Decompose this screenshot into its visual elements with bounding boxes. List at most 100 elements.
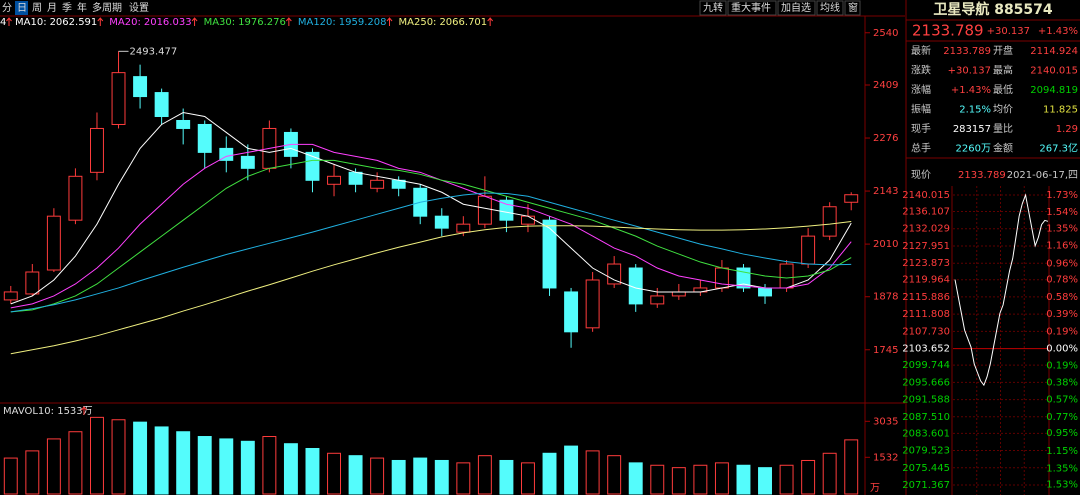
tab[interactable]: 年: [77, 1, 87, 14]
y-tick-label: 2095.666: [902, 377, 950, 388]
y-tick-label: 2010: [873, 239, 898, 250]
volume-bar: [240, 440, 255, 495]
quote-label: 均价: [993, 104, 1013, 116]
y2-tick-label: 1.16%: [1046, 241, 1078, 252]
volume-bar: [477, 455, 492, 495]
y2-tick-label: 1.53%: [1046, 480, 1078, 491]
tool-button[interactable]: [844, 0, 861, 16]
volume-bar: [456, 462, 471, 495]
tab[interactable]: 季: [62, 2, 72, 14]
y-tick-label: 1878: [873, 292, 898, 303]
y-tick-label: 1745: [873, 345, 898, 356]
volume-bar: [521, 462, 535, 495]
tab[interactable]: 分: [2, 2, 12, 14]
y-tick-label: 2099.744: [902, 360, 950, 371]
quote-label: 开盘: [993, 44, 1013, 57]
y2-tick-label: 1.54%: [1046, 207, 1078, 218]
candle-body: [456, 223, 471, 233]
quote-label: 现手: [911, 122, 931, 135]
tab[interactable]: 多周期: [92, 1, 122, 14]
quote-label: 涨幅: [911, 83, 931, 96]
candle-body: [499, 199, 514, 221]
volume-bar: [3, 457, 18, 495]
quote-value: 1.29: [1056, 124, 1078, 135]
legend-value: 1959.208: [339, 17, 387, 28]
y-tick-label: 2103.652: [902, 344, 950, 355]
quote-value: +30.137: [948, 66, 991, 77]
y2-tick-label: 0.96%: [1046, 258, 1078, 269]
volume-bar: [413, 457, 428, 495]
candle-body: [758, 287, 772, 297]
y2-tick-label: 0.00%: [1046, 344, 1078, 355]
y-tick-label: 2087.510: [902, 412, 950, 423]
quote-label: 最低: [993, 83, 1013, 96]
candle-body: [240, 155, 255, 169]
volume-bar: [25, 450, 40, 495]
y2-tick-label: 0.39%: [1046, 309, 1078, 320]
volume-bar: [607, 455, 622, 495]
legend-name: MA30:: [204, 17, 236, 28]
tool[interactable]: 九转: [703, 1, 723, 14]
candle-body: [521, 215, 535, 225]
candle-body: [564, 291, 579, 333]
quote-label: 量比: [993, 123, 1013, 135]
tool[interactable]: 窗: [848, 1, 858, 14]
y2-tick-label: 1.35%: [1046, 224, 1078, 235]
volume-bar: [197, 436, 212, 495]
y-tick-label: 2119.964: [902, 275, 950, 286]
tool[interactable]: 重大事件: [731, 1, 771, 14]
quote-label: 涨跌: [911, 64, 931, 77]
tool[interactable]: 加自选: [781, 1, 811, 14]
y-tick-label: 2075.445: [902, 463, 950, 474]
legend-name: MA120:: [298, 17, 336, 28]
tool-button[interactable]: [727, 0, 777, 16]
candle-body: [219, 147, 234, 161]
quote-value: 2114.924: [1030, 46, 1078, 57]
legend-fragment: 4: [0, 17, 6, 28]
candle-body: [370, 179, 385, 189]
y2-tick-label: 0.58%: [1046, 292, 1078, 303]
y2-tick-label: 1.15%: [1046, 446, 1078, 457]
volume-label: MAVOL10: 1533万: [3, 406, 93, 417]
quote-label: 金额: [993, 142, 1013, 155]
tab[interactable]: 设置: [129, 2, 149, 14]
ma-line: [10, 111, 852, 305]
tab[interactable]: 周: [32, 2, 42, 14]
price: 2133.789: [912, 22, 984, 40]
y-tick-label: 2071.367: [902, 480, 950, 491]
y-tick-label: 2136.107: [902, 207, 950, 218]
candle-body: [477, 195, 492, 225]
y-tick-label: 2540: [873, 28, 898, 39]
tool-button[interactable]: [777, 0, 816, 16]
quote-value: 2260万: [956, 144, 991, 155]
volume-bar: [542, 452, 557, 495]
y-tick-label: 2091.588: [902, 395, 950, 406]
up-arrow-icon: [6, 17, 12, 26]
volume-bar: [758, 467, 772, 495]
legend-name: MA250:: [399, 17, 437, 28]
volume-bar: [822, 452, 837, 495]
volume-bar: [68, 431, 83, 495]
y-tick-label: 2127.951: [902, 241, 950, 252]
quote-label: 最高: [993, 64, 1013, 77]
tool[interactable]: 均线: [820, 1, 840, 14]
volume-bar: [671, 467, 686, 495]
candle-body: [434, 215, 449, 229]
y2-tick-label: 0.77%: [1046, 412, 1078, 423]
y-tick-label: 2115.886: [902, 292, 950, 303]
tab[interactable]: 日: [17, 3, 27, 14]
quote-value: 2140.015: [1030, 66, 1078, 77]
change: +30.137: [987, 26, 1030, 37]
quote-label: 振幅: [911, 103, 931, 116]
quote-value: 283157: [953, 124, 991, 135]
candle-body: [801, 235, 816, 265]
volume-bar: [801, 459, 816, 495]
candle-body: [542, 219, 557, 289]
tool-button[interactable]: [816, 0, 844, 16]
tab[interactable]: 月: [47, 2, 57, 14]
candle-body: [779, 263, 794, 289]
volume-bar: [736, 464, 751, 495]
tool-button[interactable]: [699, 0, 727, 16]
y2-tick-label: 0.19%: [1046, 360, 1078, 371]
